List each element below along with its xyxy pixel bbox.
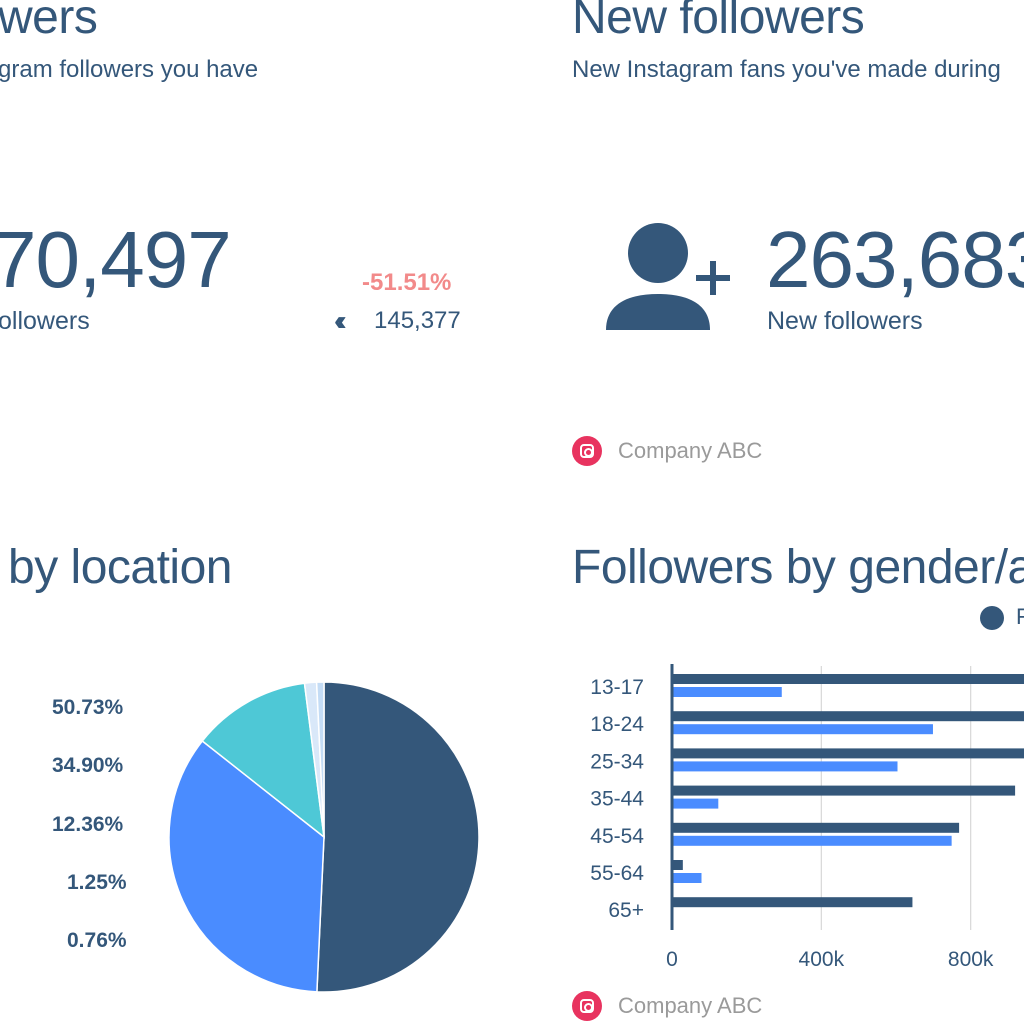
location-legend-5: 0.76% xyxy=(67,929,127,952)
location-title: by location xyxy=(8,541,232,594)
add-user-icon xyxy=(606,223,730,330)
brand-name: Company ABC xyxy=(618,993,763,1018)
location-legend-1: 50.73% xyxy=(52,696,124,719)
brand-name: Company ABC xyxy=(618,438,763,463)
y-tick-label: 45-54 xyxy=(590,825,644,848)
pie-slice-2 xyxy=(168,739,325,993)
y-tick-label: 13-17 xyxy=(590,676,644,699)
pie-slice-3 xyxy=(201,682,325,839)
bar-45-54-series-1 xyxy=(673,822,960,833)
x-tick-label: 400k xyxy=(799,948,845,971)
followers-change-percent: -51.51% xyxy=(362,269,452,296)
followers-count: 70,497 xyxy=(0,215,232,304)
x-tick-label: 0 xyxy=(666,948,678,971)
followers-previous-value: 145,377 xyxy=(374,307,461,334)
gender-title: Followers by gender/a xyxy=(572,541,1024,594)
y-tick-label: 65+ xyxy=(608,899,644,922)
bar-18-24-series-2 xyxy=(673,724,933,735)
location-legend-4: 1.25% xyxy=(67,871,127,894)
location-legend-2: 34.90% xyxy=(52,754,124,777)
new-followers-subtitle: New Instagram fans you've made during xyxy=(572,56,1001,83)
pie-slice-5 xyxy=(315,681,325,838)
gender-legend-label: F xyxy=(1016,604,1024,629)
y-tick-label: 18-24 xyxy=(590,713,644,736)
bar-55-64-series-1 xyxy=(673,860,683,870)
followers-title: wers xyxy=(0,0,98,44)
y-tick-label: 25-34 xyxy=(590,750,644,773)
bar-18-24-series-1 xyxy=(673,711,1024,722)
new-followers-title: New followers xyxy=(572,0,865,44)
x-tick-label: 800k xyxy=(948,948,994,971)
y-tick-label: 35-44 xyxy=(590,788,644,811)
bar-25-34-series-2 xyxy=(673,761,898,772)
followers-subtitle: gram followers you have xyxy=(0,56,259,83)
bar-35-44-series-1 xyxy=(673,785,1016,796)
bar-35-44-series-2 xyxy=(673,798,719,809)
gender-legend-dot-icon xyxy=(980,606,1004,630)
followers-count-label: ollowers xyxy=(0,307,90,335)
double-chevron-left-icon: ‹‹ xyxy=(334,305,346,336)
y-tick-label: 55-64 xyxy=(590,862,644,885)
new-followers-count: 263,683 xyxy=(766,215,1024,304)
bar-13-17-series-1 xyxy=(673,674,1024,684)
bar-55-64-series-2 xyxy=(673,873,702,883)
instagram-icon xyxy=(572,991,602,1021)
bar-25-34-series-1 xyxy=(673,748,1024,759)
new-followers-count-label: New followers xyxy=(767,307,923,335)
bar-45-54-series-2 xyxy=(673,835,952,846)
pie-slice-1 xyxy=(316,681,480,993)
bar-13-17-series-2 xyxy=(673,687,782,697)
location-legend-3: 12.36% xyxy=(52,813,124,836)
instagram-icon xyxy=(572,436,602,466)
bar-65+-series-1 xyxy=(673,897,913,908)
location-pie-chart xyxy=(168,681,480,993)
